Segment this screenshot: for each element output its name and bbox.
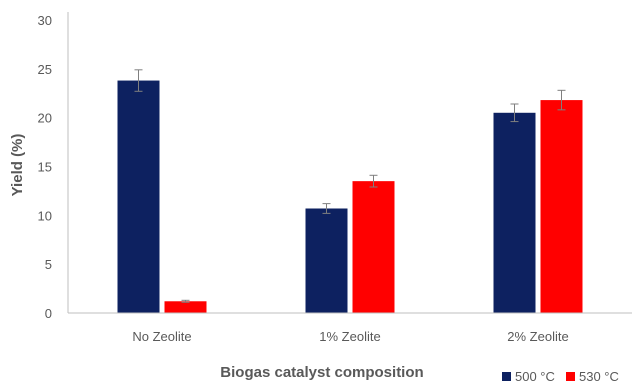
bar	[540, 100, 583, 313]
y-axis-title: Yield (%)	[9, 134, 26, 197]
error-bars	[134, 69, 566, 303]
legend-label: 530 °C	[579, 369, 619, 384]
legend-swatch	[502, 372, 511, 381]
x-tick-label: 2% Zeolite	[507, 329, 568, 344]
y-axis: 0 5 10 15 20 25 30	[38, 12, 69, 321]
bar	[352, 181, 395, 313]
bar	[493, 112, 536, 314]
bar	[305, 208, 348, 313]
y-tick-label: 0	[45, 306, 52, 321]
legend-label: 500 °C	[515, 369, 555, 384]
y-tick-label: 30	[38, 13, 52, 28]
x-axis-title: Biogas catalyst composition	[220, 364, 423, 381]
x-axis: No Zeolite 1% Zeolite 2% Zeolite	[68, 312, 632, 344]
x-tick-label: No Zeolite	[132, 329, 191, 344]
y-tick-label: 5	[45, 257, 52, 272]
y-tick-label: 10	[38, 208, 52, 223]
legend: 500 °C 530 °C	[502, 369, 619, 384]
bar	[164, 301, 207, 313]
legend-swatch	[566, 372, 575, 381]
x-tick-label: 1% Zeolite	[319, 329, 380, 344]
bar	[117, 80, 160, 313]
y-tick-label: 20	[38, 111, 52, 126]
y-tick-label: 15	[38, 160, 52, 175]
bars	[117, 80, 583, 314]
y-tick-label: 25	[38, 62, 52, 77]
